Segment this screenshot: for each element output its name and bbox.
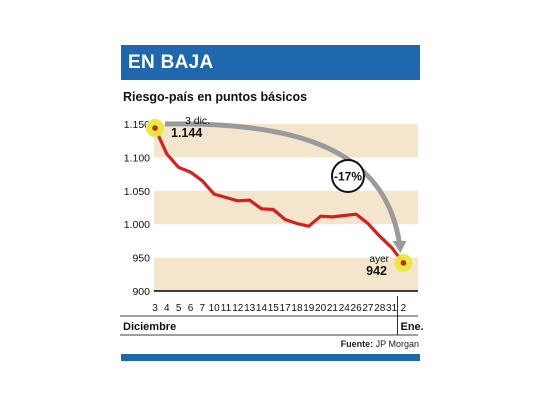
- source-value: JP Morgan: [375, 339, 419, 349]
- data-point: [400, 260, 407, 266]
- x-tick-label: 17: [280, 303, 292, 314]
- y-tick-label: 1.150: [124, 119, 150, 131]
- band: [154, 124, 418, 158]
- month-label: Ene.: [401, 321, 424, 333]
- start-date-label: 3 dic.: [185, 115, 210, 127]
- x-tick-label: 13: [244, 303, 256, 314]
- x-tick-label: 14: [256, 303, 268, 314]
- data-point: [152, 125, 158, 131]
- x-tick-label: 28: [374, 303, 386, 314]
- x-tick-label: 3: [152, 303, 158, 314]
- x-tick-label: 20: [315, 303, 327, 314]
- header-bar: EN BAJA: [121, 45, 420, 80]
- x-tick-label: 26: [351, 303, 363, 314]
- x-tick-label: 7: [200, 303, 206, 314]
- source-note: Fuente: JP Morgan: [341, 339, 419, 349]
- change-badge: [331, 159, 365, 193]
- x-axis-labels: 3 4 5 6 7 10 11 12 13 14 15 17 18 19 20 21 24 26 27 28 31 2: [152, 303, 406, 314]
- x-tick-label: 5: [176, 303, 182, 314]
- x-tick-label: 12: [232, 303, 244, 314]
- x-tick-label: 15: [268, 303, 280, 314]
- highlight-markers: [146, 119, 413, 272]
- y-tick-label: 950: [132, 253, 150, 265]
- axes: [120, 290, 418, 336]
- x-tick-label: 11: [221, 303, 232, 314]
- y-tick-label: 1.000: [124, 219, 150, 231]
- x-tick-label: 19: [303, 303, 315, 314]
- change-arrow-head: [392, 240, 407, 253]
- y-tick-label: 900: [132, 286, 150, 298]
- change-arrow: -17%: [164, 121, 407, 253]
- header-title: EN BAJA: [128, 52, 214, 73]
- y-tick-label: 1.050: [124, 186, 150, 198]
- y-axis-labels: 900 950 1.000 1.050 1.100 1.150: [124, 119, 150, 298]
- change-arrow-curve: [164, 121, 402, 244]
- month-labels: Diciembre Ene.: [123, 321, 424, 333]
- x-tick-label: 21: [327, 303, 339, 314]
- chart-subtitle: Riesgo-país en puntos básicos: [123, 90, 308, 104]
- x-tick-label: 18: [291, 303, 303, 314]
- change-label: -17%: [334, 170, 362, 184]
- series-line: [153, 126, 406, 265]
- footer-bar: [121, 354, 420, 361]
- x-tick-label: 6: [188, 303, 194, 314]
- series-line-path: [153, 126, 406, 265]
- x-tick-label: 10: [209, 303, 221, 314]
- x-tick-label: 4: [164, 303, 170, 314]
- month-label: Diciembre: [123, 321, 176, 333]
- band: [154, 257, 418, 291]
- end-value-label: 942: [366, 264, 387, 278]
- x-tick-label: 2: [401, 303, 407, 314]
- start-value-label: 1.144: [171, 126, 202, 140]
- y-tick-label: 1.100: [124, 152, 150, 164]
- x-tick-label: 27: [362, 303, 374, 314]
- x-tick-label: 31: [386, 303, 398, 314]
- source-label: Fuente:: [340, 339, 374, 349]
- x-tick-label: 24: [339, 303, 351, 314]
- end-date-label: ayer: [370, 254, 390, 265]
